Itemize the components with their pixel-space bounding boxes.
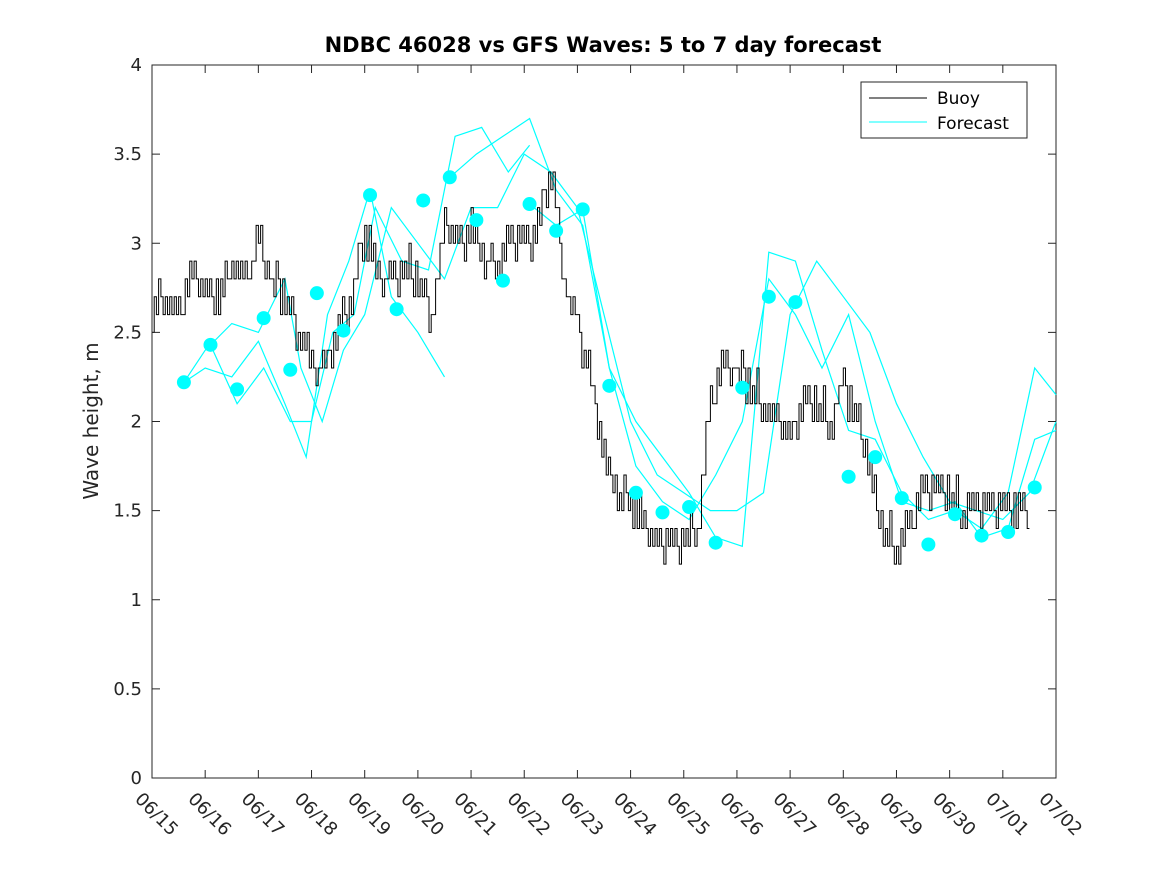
forecast-marker <box>230 382 245 397</box>
forecast-marker <box>708 535 723 550</box>
legend-forecast-label: Forecast <box>937 114 1009 134</box>
forecast-markers-layer <box>176 170 1042 552</box>
forecast-marker <box>921 537 936 552</box>
y-tick-label: 2.5 <box>113 322 142 343</box>
y-tick-label: 3.5 <box>113 144 142 165</box>
y-tick-label: 0.5 <box>113 679 142 700</box>
legend: Buoy Forecast <box>860 81 1028 139</box>
y-tick-label: 1 <box>131 590 142 611</box>
forecast-marker <box>495 273 510 288</box>
forecast-marker <box>841 469 856 484</box>
forecast-marker <box>469 213 484 228</box>
forecast-marker <box>336 323 351 338</box>
axes-box <box>151 64 1057 779</box>
forecast-marker <box>1001 525 1016 540</box>
forecast-trace-line <box>529 203 1057 539</box>
forecast-marker <box>735 380 750 395</box>
forecast-marker <box>389 302 404 317</box>
forecast-series-line <box>183 153 1057 521</box>
forecast-marker <box>442 170 457 185</box>
forecast-marker <box>363 188 378 203</box>
forecast-marker <box>549 223 564 238</box>
forecast-marker <box>309 286 324 301</box>
forecast-marker <box>602 378 617 393</box>
buoy-line-layer <box>152 171 1030 565</box>
forecast-marker <box>522 197 537 212</box>
y-tick-label: 3 <box>131 233 142 254</box>
legend-box <box>860 81 1028 139</box>
forecast-marker <box>628 485 643 500</box>
forecast-marker <box>176 375 191 390</box>
buoy-series-line <box>152 171 1030 565</box>
forecast-marker <box>894 491 909 506</box>
chart-title: NDBC 46028 vs GFS Waves: 5 to 7 day fore… <box>325 33 882 57</box>
forecast-marker <box>1027 480 1042 495</box>
forecast-marker <box>575 202 590 217</box>
forecast-marker <box>682 500 697 515</box>
y-axis-label: Wave height, m <box>79 342 103 499</box>
forecast-marker <box>655 505 670 520</box>
forecast-marker <box>256 311 271 326</box>
forecast-marker <box>283 362 298 377</box>
forecast-marker <box>203 337 218 352</box>
legend-buoy-label: Buoy <box>937 89 980 109</box>
y-axis-ticks: 0 0.5 1 1.5 2 2.5 3 3.5 4 <box>113 55 1056 789</box>
forecast-marker <box>868 450 883 465</box>
forecast-marker <box>974 528 989 543</box>
forecast-marker <box>761 289 776 304</box>
forecast-marker <box>416 193 431 208</box>
plot-area: 00.511.522.533.54 06/15 06/16 06/17 06/18 06… <box>113 55 1086 840</box>
y-tick-label: 0 <box>131 768 142 789</box>
y-tick-label: 2 <box>131 412 142 433</box>
forecast-marker <box>788 295 803 310</box>
forecast-marker <box>947 507 962 522</box>
y-tick-label: 4 <box>131 55 142 76</box>
y-tick-label: 1.5 <box>113 501 142 522</box>
